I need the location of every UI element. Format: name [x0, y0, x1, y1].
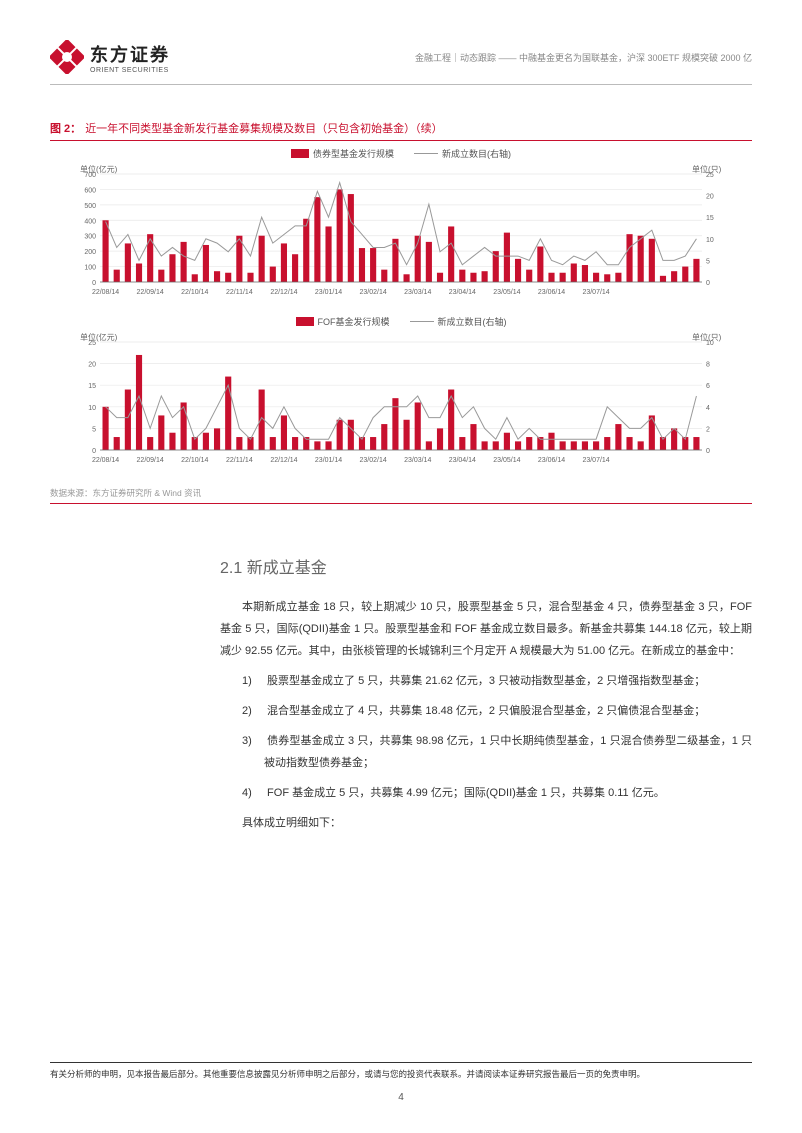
svg-text:22/08/14: 22/08/14 [92, 457, 119, 464]
svg-text:23/05/14: 23/05/14 [493, 289, 520, 296]
header-breadcrumb: 金融工程｜动态跟踪 —— 中融基金更名为国联基金，沪深 300ETF 规模突破 … [415, 51, 752, 64]
svg-text:5: 5 [706, 258, 710, 265]
legend-bar-swatch [296, 317, 314, 326]
svg-text:23/02/14: 23/02/14 [360, 457, 387, 464]
svg-text:10: 10 [88, 405, 96, 412]
chart2-legend-line: 新成立数目(右轴) [438, 315, 507, 328]
footer-divider [50, 1062, 752, 1063]
svg-text:300: 300 [84, 234, 96, 241]
svg-text:100: 100 [84, 265, 96, 272]
footer-disclaimer: 有关分析师的申明，见本报告最后部分。其他重要信息披露见分析师申明之后部分，或请与… [50, 1068, 752, 1080]
svg-text:23/05/14: 23/05/14 [493, 457, 520, 464]
svg-text:2: 2 [706, 426, 710, 433]
legend-line-swatch [410, 321, 434, 323]
svg-text:0: 0 [706, 448, 710, 455]
svg-text:23/01/14: 23/01/14 [315, 457, 342, 464]
svg-text:23/04/14: 23/04/14 [449, 289, 476, 296]
svg-text:6: 6 [706, 383, 710, 390]
chart1-legend-line: 新成立数目(右轴) [442, 147, 511, 160]
figure-caption: 图 2： 近一年不同类型基金新发行基金募集规模及数目（只包含初始基金）（续） [50, 120, 752, 141]
para-1: 本期新成立基金 18 只，较上期减少 10 只，股票型基金 5 只，混合型基金 … [220, 596, 752, 662]
svg-text:22/12/14: 22/12/14 [270, 289, 297, 296]
page-header: 东方证券 ORIENT SECURITIES 金融工程｜动态跟踪 —— 中融基金… [50, 40, 752, 74]
svg-text:22/09/14: 22/09/14 [137, 289, 164, 296]
svg-text:15: 15 [706, 215, 714, 222]
section-number: 2.1 [220, 560, 242, 577]
svg-text:23/02/14: 23/02/14 [360, 289, 387, 296]
list-item: 4) FOF 基金成立 5 只，共募集 4.99 亿元；国际(QDII)基金 1… [242, 782, 752, 804]
svg-text:20: 20 [706, 194, 714, 201]
svg-text:200: 200 [84, 249, 96, 256]
chart2-legend-bar: FOF基金发行规模 [318, 315, 390, 328]
chart2: 05101520250246810单位(亿元)单位(只)22/08/1422/0… [50, 330, 752, 475]
svg-text:22/10/14: 22/10/14 [181, 289, 208, 296]
svg-text:10: 10 [706, 237, 714, 244]
page-footer: 有关分析师的申明，见本报告最后部分。其他重要信息披露见分析师申明之后部分，或请与… [50, 1062, 752, 1103]
header-divider [50, 84, 752, 85]
legend-line-swatch [414, 153, 438, 155]
svg-text:22/12/14: 22/12/14 [270, 457, 297, 464]
body-text: 本期新成立基金 18 只，较上期减少 10 只，股票型基金 5 只，混合型基金 … [220, 596, 752, 842]
svg-text:23/01/14: 23/01/14 [315, 289, 342, 296]
svg-text:23/03/14: 23/03/14 [404, 457, 431, 464]
svg-text:22/09/14: 22/09/14 [137, 457, 164, 464]
svg-text:23/03/14: 23/03/14 [404, 289, 431, 296]
legend-bar-swatch [291, 149, 309, 158]
svg-text:单位(亿元): 单位(亿元) [80, 164, 118, 174]
figure-label: 图 2： [50, 123, 81, 135]
item-list: 1) 股票型基金成立了 5 只，共募集 21.62 亿元，3 只被动指数型基金，… [242, 670, 752, 804]
logo-en: ORIENT SECURITIES [90, 67, 170, 74]
section-title: 2.1 新成立基金 [220, 554, 752, 578]
list-item: 1) 股票型基金成立了 5 只，共募集 21.62 亿元，3 只被动指数型基金，… [242, 670, 752, 692]
svg-text:22/11/14: 22/11/14 [226, 289, 253, 296]
chart2-legend: FOF基金发行规模 新成立数目(右轴) [50, 315, 752, 328]
chart1: 01002003004005006007000510152025单位(亿元)单位… [50, 162, 752, 307]
logo-block: 东方证券 ORIENT SECURITIES [50, 40, 170, 74]
chart1-legend-bar: 债券型基金发行规模 [313, 147, 394, 160]
svg-text:23/06/14: 23/06/14 [538, 457, 565, 464]
logo-icon [50, 40, 84, 74]
list-item: 3) 债券型基金成立 3 只，共募集 98.98 亿元，1 只中长期纯债型基金，… [242, 730, 752, 774]
svg-text:4: 4 [706, 405, 710, 412]
svg-text:600: 600 [84, 187, 96, 194]
svg-text:22/08/14: 22/08/14 [92, 289, 119, 296]
svg-text:0: 0 [706, 280, 710, 287]
svg-text:20: 20 [88, 362, 96, 369]
svg-text:单位(只): 单位(只) [692, 332, 722, 342]
figure-title: 近一年不同类型基金新发行基金募集规模及数目（只包含初始基金）（续） [85, 123, 443, 135]
svg-text:23/04/14: 23/04/14 [449, 457, 476, 464]
svg-text:8: 8 [706, 362, 710, 369]
para-2: 具体成立明细如下： [220, 812, 752, 834]
figure-source: 数据来源：东方证券研究所 & Wind 资讯 [50, 483, 752, 504]
svg-text:单位(亿元): 单位(亿元) [80, 332, 118, 342]
svg-text:15: 15 [88, 383, 96, 390]
svg-text:23/07/14: 23/07/14 [582, 289, 609, 296]
svg-text:23/07/14: 23/07/14 [582, 457, 609, 464]
svg-text:23/06/14: 23/06/14 [538, 289, 565, 296]
svg-text:0: 0 [92, 448, 96, 455]
section-title-text: 新成立基金 [247, 560, 327, 577]
logo-cn: 东方证券 [90, 41, 170, 67]
svg-text:0: 0 [92, 280, 96, 287]
chart1-legend: 债券型基金发行规模 新成立数目(右轴) [50, 147, 752, 160]
svg-text:400: 400 [84, 218, 96, 225]
page-number: 4 [50, 1092, 752, 1103]
svg-text:22/11/14: 22/11/14 [226, 457, 253, 464]
list-item: 2) 混合型基金成立了 4 只，共募集 18.48 亿元，2 只偏股混合型基金，… [242, 700, 752, 722]
svg-text:5: 5 [92, 426, 96, 433]
svg-text:单位(只): 单位(只) [692, 164, 722, 174]
svg-text:500: 500 [84, 203, 96, 210]
svg-text:22/10/14: 22/10/14 [181, 457, 208, 464]
